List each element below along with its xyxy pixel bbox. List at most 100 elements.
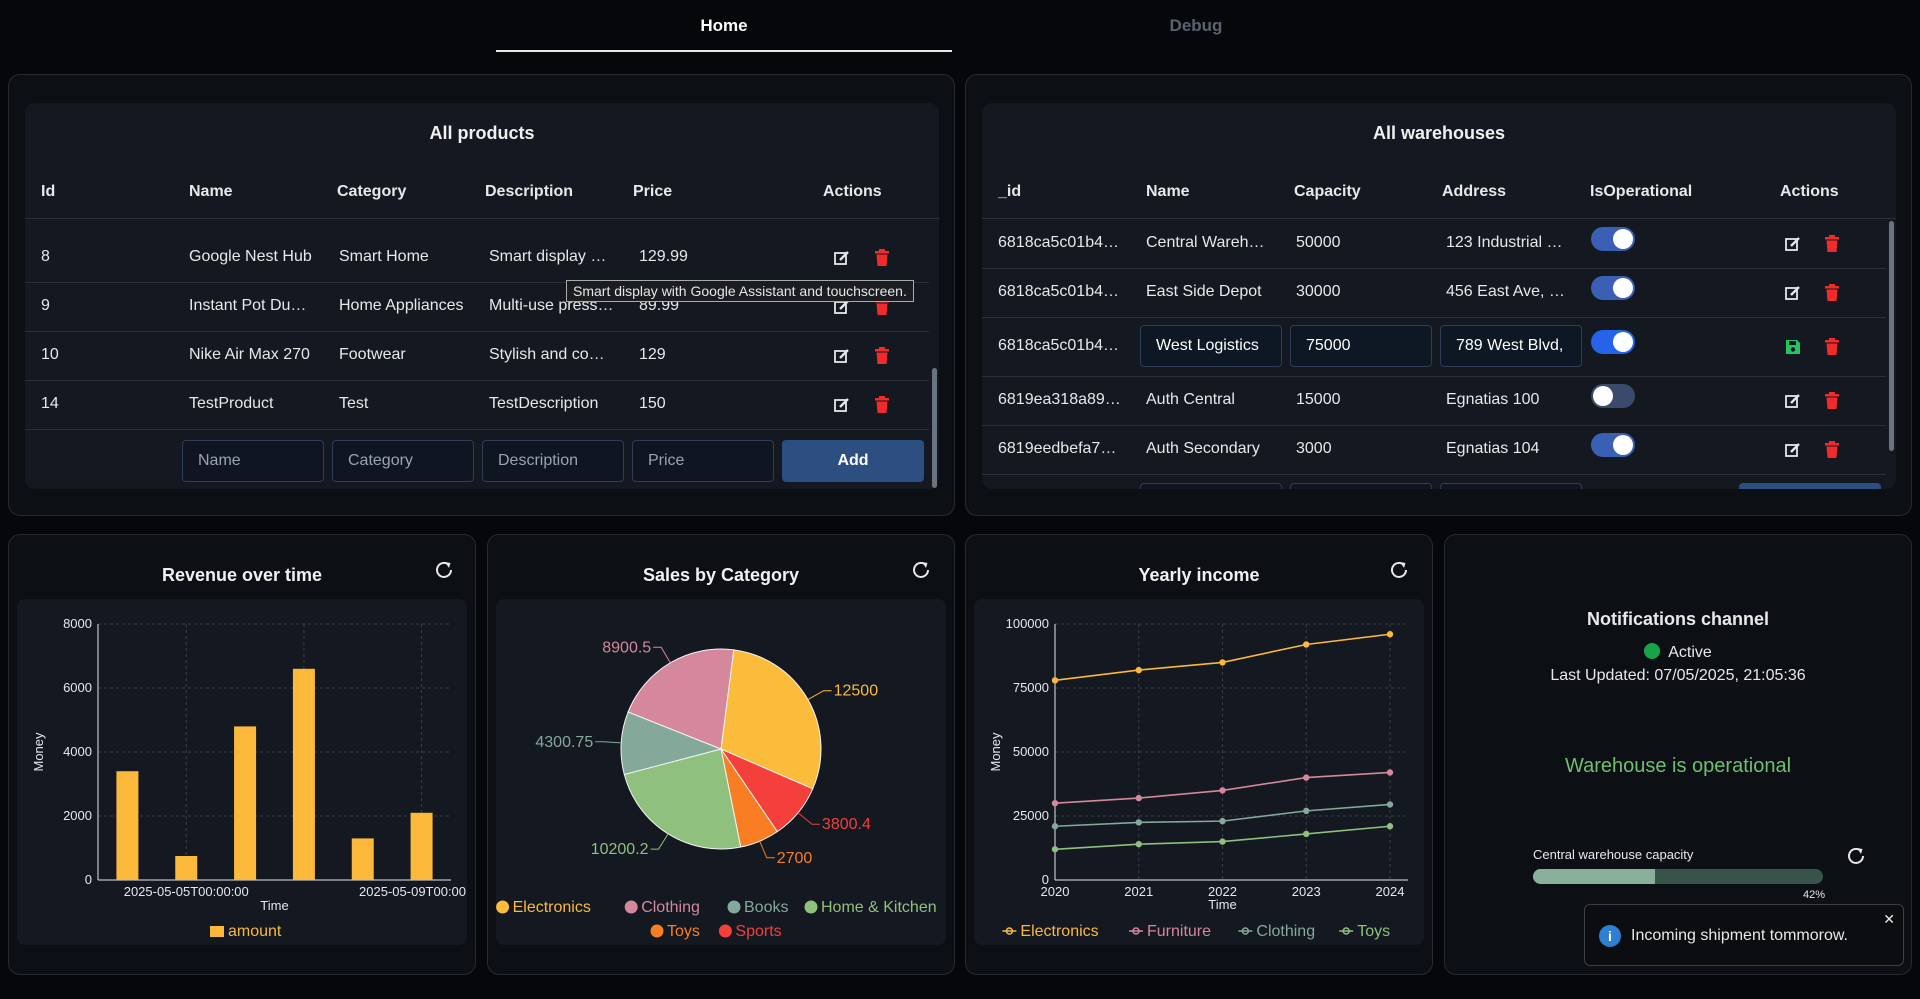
data-point: [1135, 840, 1142, 848]
products-table-body[interactable]: 8 Google Nest Hub Smart Home Smart displ…: [25, 220, 929, 489]
delete-icon[interactable]: [871, 247, 893, 269]
edit-icon[interactable]: [1782, 233, 1804, 255]
edit-icon[interactable]: [831, 247, 853, 269]
legend-label: Furniture: [1147, 923, 1211, 940]
cell-description[interactable]: Smart display …: [489, 248, 607, 265]
name-input[interactable]: [1140, 483, 1282, 489]
refresh-icon[interactable]: [910, 559, 932, 581]
products-scrollbar[interactable]: [932, 368, 937, 488]
edit-icon[interactable]: [1782, 439, 1804, 461]
col-price[interactable]: Price: [633, 183, 673, 200]
sales-pie-chart: 12500 3800.4 2700 10200.2 4300.75 8900.5 Elect…: [496, 639, 937, 940]
close-icon[interactable]: ✕: [1883, 911, 1895, 927]
warehouses-scrollbar[interactable]: [1889, 221, 1894, 451]
col-id[interactable]: Id: [41, 183, 56, 200]
toast-notification[interactable]: i Incoming shipment tommorow. ✕: [1584, 904, 1904, 966]
operational-toggle[interactable]: [1591, 227, 1635, 251]
legend-swatch: [1005, 927, 1014, 935]
edit-icon[interactable]: [1782, 282, 1804, 304]
pie-label-line: [807, 690, 832, 701]
col-name[interactable]: Name: [1146, 183, 1190, 200]
y-tick-label: 0: [85, 872, 92, 887]
pie-data-label: 8900.5: [602, 639, 651, 656]
y-axis-label: Money: [988, 732, 1003, 772]
warehouses-title: All warehouses: [1372, 123, 1506, 143]
notifications-title: Notifications channel: [1586, 609, 1770, 629]
operational-toggle[interactable]: [1591, 433, 1635, 457]
address-input[interactable]: 789 West Blvd,: [1440, 325, 1582, 367]
operational-toggle[interactable]: [1591, 384, 1635, 408]
edit-icon[interactable]: [831, 345, 853, 367]
legend-swatch: [210, 926, 224, 937]
table-row: 6818ca5c01b4… East Side Depot 30000 456 …: [982, 269, 1886, 318]
data-point: [1051, 677, 1059, 684]
y-tick-label: 100000: [1006, 616, 1049, 631]
refresh-icon[interactable]: [1845, 845, 1867, 867]
products-table-header: Id Name Category Description Price Actio…: [25, 171, 939, 219]
name-input[interactable]: West Logistics: [1140, 325, 1282, 367]
legend-swatch: [718, 924, 732, 938]
cell-capacity: 30000: [1296, 283, 1341, 300]
name-input[interactable]: Name: [182, 440, 324, 482]
x-axis-label: Time: [260, 898, 288, 913]
cell-capacity: 15000: [1296, 391, 1341, 408]
cell-description[interactable]: Stylish and co…: [489, 346, 605, 363]
income-panel: Yearly income 0 25000 50000 75000 100000 2020…: [965, 534, 1433, 975]
cell-name: Auth Central: [1146, 391, 1235, 408]
col-id[interactable]: _id: [998, 183, 1022, 200]
cell-id: 6818ca5c01b4…: [998, 283, 1119, 300]
x-tick-label: 2025-05-09T00:00:00: [359, 884, 467, 899]
col-category[interactable]: Category: [337, 183, 407, 200]
col-description[interactable]: Description: [485, 183, 574, 200]
tab-home[interactable]: Home: [496, 16, 952, 52]
toast-text: Incoming shipment tommorow.: [1631, 927, 1848, 944]
cell-description[interactable]: TestDescription: [489, 395, 599, 412]
table-row: 6819eedbefa7… Auth Secondary 3000 Egnati…: [982, 426, 1886, 475]
delete-icon[interactable]: [1821, 390, 1843, 412]
data-point: [1303, 807, 1310, 815]
save-icon[interactable]: [1782, 336, 1804, 358]
cell-name: TestProduct: [189, 395, 274, 412]
pie-slice: [627, 648, 735, 750]
tab-debug[interactable]: Debug: [1169, 16, 1223, 35]
col-name[interactable]: Name: [189, 183, 233, 200]
edit-icon[interactable]: [831, 394, 853, 416]
warehouses-panel: All warehouses _id Name Capacity Address…: [965, 74, 1912, 516]
description-input[interactable]: Description: [482, 440, 624, 482]
capacity-input[interactable]: 75000: [1290, 325, 1432, 367]
cell-capacity: 50000: [1296, 234, 1341, 251]
delete-icon[interactable]: [1821, 439, 1843, 461]
delete-icon[interactable]: [1821, 282, 1843, 304]
operational-toggle[interactable]: [1591, 330, 1635, 354]
col-isoperational[interactable]: IsOperational: [1590, 183, 1693, 200]
refresh-icon[interactable]: [433, 559, 455, 581]
refresh-icon[interactable]: [1388, 559, 1410, 581]
y-tick-label: 2000: [63, 808, 92, 823]
add-button[interactable]: Add: [782, 440, 924, 482]
x-axis-label: Time: [1208, 897, 1236, 912]
col-address[interactable]: Address: [1442, 183, 1507, 200]
legend-label: amount: [228, 923, 282, 940]
category-input[interactable]: Category: [332, 440, 474, 482]
pie-data-label: 12500: [834, 683, 879, 700]
warehouses-table-body[interactable]: 6818ca5c01b4… Central Wareh… 50000 123 I…: [982, 220, 1886, 489]
legend-label: Toys: [667, 923, 700, 940]
pie-label-line: [797, 812, 820, 825]
y-tick-label: 0: [1042, 872, 1049, 887]
edit-icon[interactable]: [1782, 390, 1804, 412]
capacity-input[interactable]: [1290, 483, 1432, 489]
cell-name: Central Wareh…: [1146, 234, 1265, 251]
delete-icon[interactable]: [871, 394, 893, 416]
address-input[interactable]: [1440, 483, 1582, 489]
delete-icon[interactable]: [1821, 233, 1843, 255]
income-line-chart: 0 25000 50000 75000 100000 2020 2021 2022 2023 20…: [988, 616, 1408, 940]
add-button[interactable]: [1739, 483, 1881, 489]
data-point: [1051, 823, 1059, 830]
col-capacity[interactable]: Capacity: [1294, 183, 1361, 200]
operational-toggle[interactable]: [1591, 276, 1635, 300]
price-input[interactable]: Price: [632, 440, 774, 482]
table-row: 8 Google Nest Hub Smart Home Smart displ…: [25, 234, 929, 283]
delete-icon[interactable]: [871, 345, 893, 367]
y-tick-label: 50000: [1013, 744, 1049, 759]
delete-icon[interactable]: [1821, 336, 1843, 358]
